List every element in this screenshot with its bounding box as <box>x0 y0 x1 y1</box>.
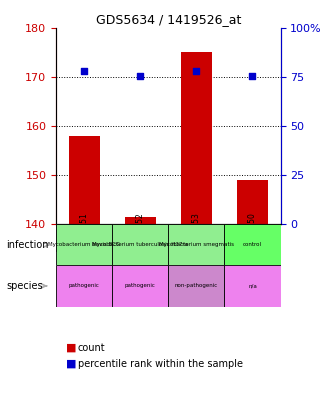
Point <box>250 73 255 79</box>
Bar <box>56 224 112 252</box>
Bar <box>224 224 280 265</box>
Text: percentile rank within the sample: percentile rank within the sample <box>78 358 243 369</box>
Bar <box>224 224 280 252</box>
Text: non-pathogenic: non-pathogenic <box>175 283 218 288</box>
Point <box>194 68 199 74</box>
Text: GSM1111751: GSM1111751 <box>80 212 89 263</box>
Text: ■: ■ <box>66 343 77 353</box>
Point <box>138 73 143 79</box>
Bar <box>56 265 112 307</box>
Text: n/a: n/a <box>248 283 257 288</box>
Text: pathogenic: pathogenic <box>125 283 156 288</box>
Text: pathogenic: pathogenic <box>69 283 100 288</box>
Text: infection: infection <box>7 240 49 250</box>
Bar <box>168 265 224 307</box>
Text: Mycobacterium tuberculosis H37ra: Mycobacterium tuberculosis H37ra <box>92 242 188 247</box>
Bar <box>112 224 168 265</box>
Bar <box>237 180 268 224</box>
Bar <box>112 224 168 252</box>
Bar <box>112 265 168 307</box>
Bar <box>56 224 112 265</box>
Text: GSM1111752: GSM1111752 <box>136 212 145 263</box>
Bar <box>224 265 280 307</box>
Bar <box>168 224 224 265</box>
Bar <box>69 136 100 224</box>
Bar <box>168 224 224 252</box>
Text: control: control <box>243 242 262 247</box>
Text: GSM1111750: GSM1111750 <box>248 212 257 263</box>
Bar <box>181 52 212 224</box>
Bar <box>125 217 156 224</box>
Text: GSM1111753: GSM1111753 <box>192 212 201 263</box>
Text: ■: ■ <box>66 358 77 369</box>
Point <box>82 68 87 74</box>
Text: Mycobacterium bovis BCG: Mycobacterium bovis BCG <box>48 242 120 247</box>
Text: species: species <box>7 281 43 291</box>
Title: GDS5634 / 1419526_at: GDS5634 / 1419526_at <box>96 13 241 26</box>
Text: count: count <box>78 343 105 353</box>
Text: Mycobacterium smegmatis: Mycobacterium smegmatis <box>159 242 234 247</box>
